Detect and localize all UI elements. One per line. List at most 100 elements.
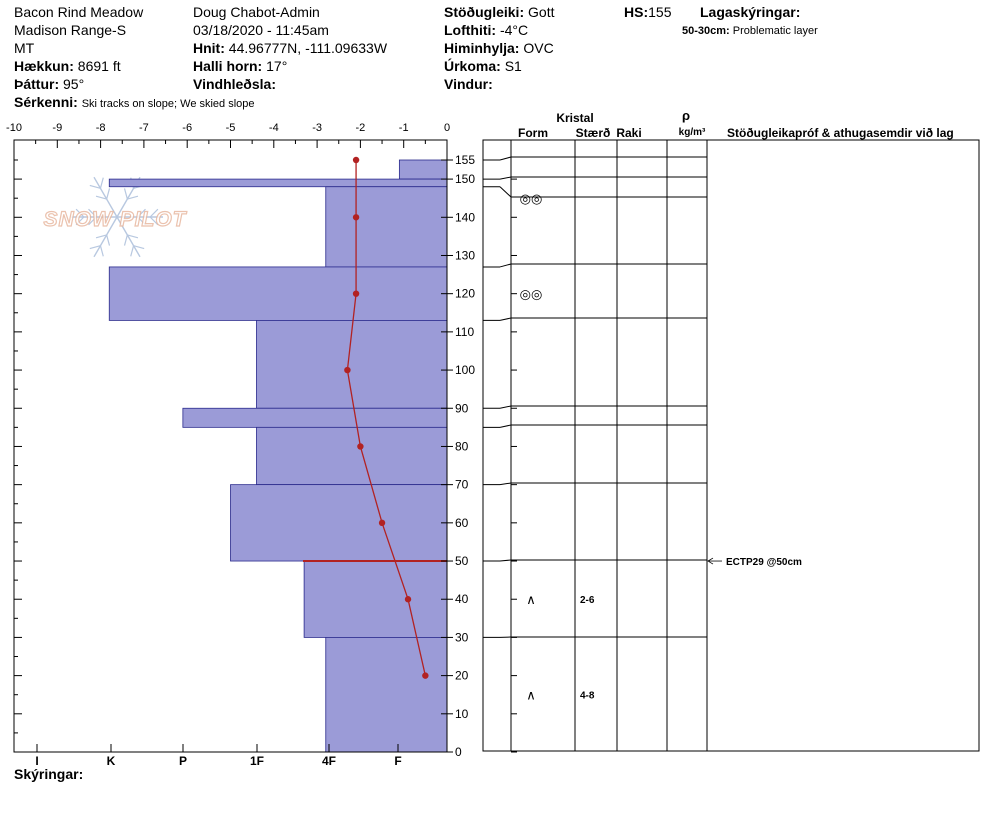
- logo-text: SNOW PILOT: [44, 208, 188, 231]
- state-name: MT: [14, 40, 35, 56]
- precip-row: Úrkoma: S1: [444, 57, 522, 75]
- temp-tick-label: -5: [226, 122, 236, 134]
- temperature-point: [378, 519, 386, 527]
- snowflake-branch: [137, 208, 146, 218]
- hardness-layer: [325, 637, 448, 753]
- grid-frame: [482, 139, 980, 752]
- legend-entry: 50-30cm: Problematic layer: [682, 22, 818, 40]
- location-name: Bacon Rind Meadow: [14, 4, 144, 20]
- temp-tick-label: 0: [444, 122, 450, 134]
- layer-connector: [499, 317, 512, 321]
- temperature-line: [346, 160, 426, 676]
- hardness-layer: [256, 426, 448, 486]
- moisture-header: Raki: [616, 126, 641, 140]
- layer-connector: [499, 156, 512, 161]
- height-tick-label: 100: [455, 363, 475, 377]
- aspect-row: Þáttur: 95°: [14, 75, 84, 93]
- snowflake-branch: [75, 208, 85, 218]
- snowflake-branch: [127, 195, 139, 200]
- temp-tick-label: -4: [269, 122, 279, 134]
- air-temp-label: Lofthiti:: [444, 22, 497, 38]
- layer-description-grid: Kristal Form Stærð Raki ρ kg/m³ Stöðugleikapró…: [482, 108, 980, 753]
- hardness-layer: [108, 266, 448, 321]
- snowflake-arm: [116, 216, 141, 258]
- hardness-layer: [303, 560, 448, 638]
- snowflake-branch: [137, 216, 146, 226]
- temperature-point: [357, 443, 364, 450]
- air-temp-value: -4°C: [499, 22, 529, 38]
- snowflake-branch: [88, 208, 97, 218]
- crystal-form: ◎◎: [520, 287, 543, 302]
- hardness-layers: [108, 159, 448, 753]
- height-tick-label: 150: [455, 172, 475, 186]
- snowflake-branch: [106, 188, 111, 200]
- snowflake-branch: [133, 245, 145, 250]
- temp-tick-label: -1: [399, 122, 409, 134]
- coords-value: 44.96777N, -111.09633W: [228, 40, 388, 56]
- snowflake-branch: [123, 188, 128, 200]
- observation-datetime: 03/18/2020 - 11:45am: [193, 22, 329, 38]
- snowpilot-logo: SNOW PILOT: [43, 176, 188, 258]
- test-result: ECTP29 @50cm: [726, 557, 802, 568]
- density-symbol: ρ: [682, 108, 690, 123]
- hs-label: HS:: [624, 4, 649, 20]
- crystal-form: ◎◎: [520, 191, 543, 206]
- temperature-point: [352, 214, 360, 221]
- height-tick-label: 110: [455, 325, 474, 339]
- height-tick-label: 30: [455, 630, 469, 644]
- wind-loading-label: Vindhleðsla:: [193, 76, 276, 92]
- height-tick-label: 80: [455, 439, 469, 453]
- precip-value: S1: [504, 58, 522, 74]
- hardness-layer: [108, 178, 448, 188]
- tests-header: Stöðugleikapróf & athugasemdir við lag: [727, 126, 954, 140]
- height-tick-label: 90: [455, 401, 469, 415]
- form-header: Form: [518, 126, 548, 140]
- footer-legend-label: Skýringar:: [14, 766, 84, 782]
- crystal-size: 2-6: [580, 595, 595, 606]
- legend-text: Problematic layer: [732, 25, 818, 37]
- temp-tick-label: -2: [356, 122, 366, 134]
- axes: -10 -9 -8 -7 -6 -5 -4 -3 -2 -1 0155150140130120110…: [6, 122, 475, 768]
- features-value: Ski tracks on slope; We skied slope: [81, 98, 255, 110]
- aspect-value: 95°: [63, 76, 85, 92]
- crystal-form: ∧: [526, 688, 536, 703]
- layer-connector: [499, 405, 512, 409]
- aspect-label: Þáttur:: [14, 76, 60, 92]
- layer-connector: [499, 186, 512, 198]
- slope-label: Halli horn:: [193, 58, 263, 74]
- snowflake-branch: [123, 234, 128, 246]
- hardness-tick-label: I: [35, 754, 38, 768]
- legend-title: Lagaskýringar:: [700, 4, 801, 20]
- snowflake-branch: [88, 216, 97, 226]
- temperature-point: [344, 366, 351, 374]
- hardness-layer: [398, 159, 448, 180]
- hardness-layer: [230, 484, 448, 562]
- snowflake-branch: [149, 208, 159, 218]
- snowflake-arm: [93, 176, 118, 218]
- coords-label: Hnit:: [193, 40, 225, 56]
- hs-row: HS:155: [624, 3, 671, 21]
- features-row: Sérkenni: Ski tracks on slope; We skied …: [14, 93, 255, 113]
- layer-connector: [499, 482, 512, 486]
- temp-tick-label: -3: [312, 122, 322, 134]
- precip-label: Úrkoma:: [444, 58, 501, 74]
- height-tick-label: 10: [455, 707, 469, 721]
- hs-value: 155: [648, 4, 672, 20]
- features-label: Sérkenni:: [14, 94, 78, 110]
- temp-tick-label: -7: [139, 122, 149, 134]
- crystal-form: ∧: [526, 592, 536, 607]
- temperature-point: [422, 672, 429, 679]
- size-header: Stærð: [576, 126, 611, 140]
- coords-row: Hnit: 44.96777N, -111.09633W: [193, 39, 387, 57]
- temperature-point: [352, 156, 360, 164]
- elevation-value: 8691 ft: [77, 58, 121, 74]
- test-arrow-head: [707, 557, 714, 565]
- layer-connector: [499, 559, 512, 562]
- stability-label: Stöðugleiki:: [444, 4, 525, 20]
- legend-range: 50-30cm:: [682, 25, 730, 37]
- snowflake-branch: [89, 245, 101, 250]
- crystal-size: 4-8: [580, 691, 595, 702]
- height-tick-label: 60: [455, 516, 469, 530]
- snowflake-branch: [75, 216, 85, 226]
- height-tick-label: 130: [455, 248, 475, 262]
